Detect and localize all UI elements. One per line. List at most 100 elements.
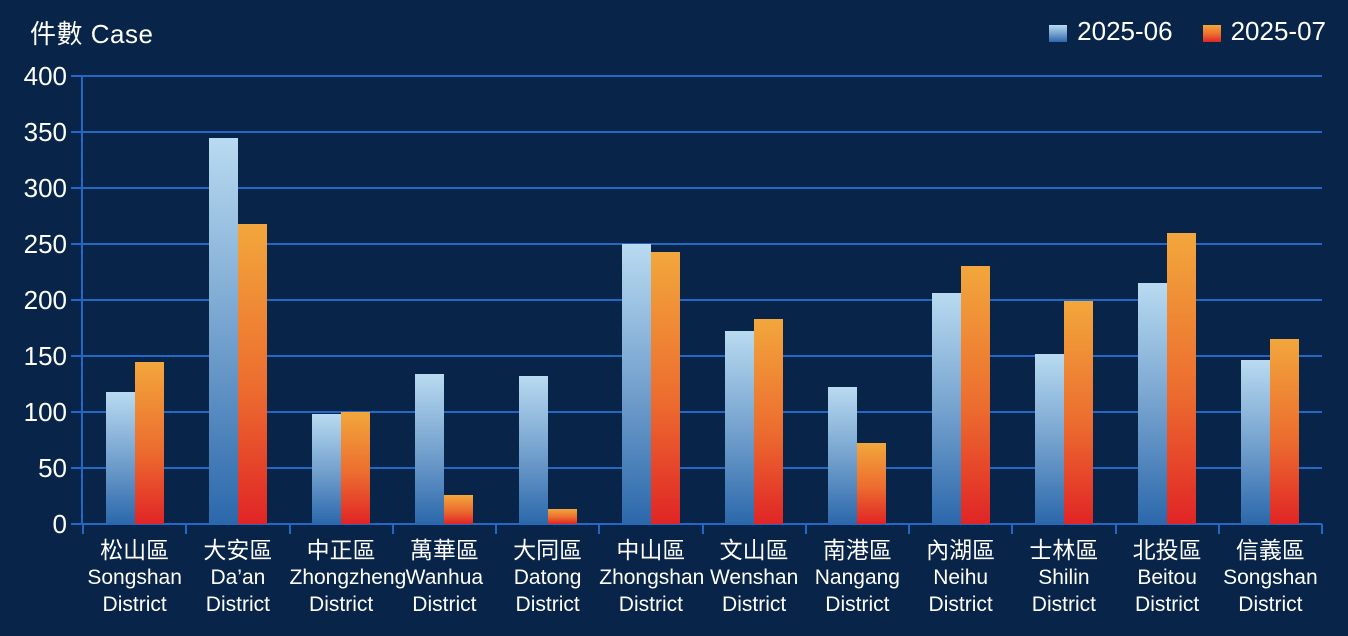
x-axis-tick-1: [185, 524, 188, 534]
y-axis-tick-100: [71, 411, 83, 413]
y-axis-tick-200: [71, 299, 83, 301]
bar-2025-07-7-nangang[interactable]: [857, 443, 887, 524]
x-axis-tick-6: [701, 524, 704, 534]
x-axis-category-label-2: 中正區 Zhongzheng District: [289, 537, 407, 618]
category-name-zh: 北投區: [1132, 537, 1202, 563]
category-name-en: Zhongshan: [599, 566, 705, 589]
y-axis-tick-label-300: 300: [23, 173, 67, 203]
y-axis-tick-250: [71, 243, 83, 245]
x-axis-tick-4: [495, 524, 497, 534]
bar-2025-07-3-wanhua[interactable]: [444, 494, 474, 524]
y-axis-tick-label-250: 250: [23, 229, 67, 259]
bar-2025-06-4-datong[interactable]: [518, 376, 548, 524]
x-axis-tick-12: [1321, 524, 1323, 534]
y-axis-tick-50: [71, 467, 83, 469]
legend-item-2025-06[interactable]: 2025-06: [1049, 16, 1173, 47]
x-axis-category-label-5: 中山區 Zhongshan District: [599, 537, 705, 618]
bar-2025-07-1-da’an[interactable]: [237, 223, 267, 524]
bar-2025-07-9-shilin[interactable]: [1063, 301, 1093, 524]
category-name-en: Songshan: [87, 566, 182, 589]
category-name-zh: 信義區: [1235, 537, 1305, 563]
category-name-suffix: District: [102, 593, 167, 616]
x-axis-tick-8: [908, 524, 910, 534]
bar-2025-06-1-da’an[interactable]: [208, 137, 238, 524]
category-name-en: Neihu: [933, 566, 989, 589]
y-axis-tick-label-50: 50: [38, 453, 67, 483]
bar-2025-06-10-beitou[interactable]: [1138, 283, 1168, 524]
bar-2025-06-11-songshan[interactable]: [1241, 360, 1271, 524]
category-name-zh: 文山區: [719, 537, 789, 563]
x-axis-category-label-9: 士林區 Shilin District: [1012, 537, 1115, 618]
category-name-en: Wenshan: [709, 566, 799, 589]
legend-label: 2025-07: [1230, 16, 1326, 46]
y-axis-tick-400: [71, 75, 83, 77]
bar-2025-07-6-wenshan[interactable]: [754, 319, 784, 524]
y-axis-tick-label-100: 100: [23, 397, 67, 427]
category-name-zh: 南港區: [822, 537, 892, 563]
gridline-50: [83, 467, 1322, 469]
x-axis-tick-9: [1011, 524, 1014, 534]
y-axis-tick-350: [71, 131, 83, 133]
category-name-zh: 中山區: [616, 537, 686, 563]
bar-2025-07-2-zhongzheng[interactable]: [341, 412, 371, 524]
bar-2025-07-11-songshan[interactable]: [1270, 339, 1300, 524]
bar-2025-06-0-songshan[interactable]: [105, 391, 135, 524]
category-name-en: Da’an: [210, 566, 266, 589]
category-name-en: Datong: [513, 566, 582, 589]
gridline-400: [83, 75, 1322, 77]
y-axis-tick-label-350: 350: [23, 117, 67, 147]
chart-title: 件數 Case: [30, 19, 154, 49]
bar-2025-07-4-datong[interactable]: [547, 509, 577, 524]
category-name-suffix: District: [1238, 593, 1303, 616]
bar-2025-06-8-neihu[interactable]: [931, 293, 961, 524]
y-axis-tick-150: [71, 355, 83, 357]
category-name-suffix: District: [722, 593, 787, 616]
category-name-zh: 大安區: [203, 537, 273, 563]
x-axis-category-label-11: 信義區 Songshan District: [1219, 537, 1322, 618]
category-name-suffix: District: [928, 593, 993, 616]
x-axis-category-label-10: 北投區 Beitou District: [1116, 537, 1219, 618]
x-axis-category-label-6: 文山區 Wenshan District: [703, 537, 806, 618]
gridline-350: [83, 131, 1322, 133]
category-name-zh: 萬華區: [409, 537, 479, 563]
y-axis-tick-label-200: 200: [23, 285, 67, 315]
category-name-suffix: District: [309, 593, 374, 616]
legend-swatch-icon: [1202, 24, 1221, 42]
legend-item-2025-07[interactable]: 2025-07: [1202, 16, 1326, 47]
x-axis-category-label-0: 松山區 Songshan District: [83, 537, 186, 618]
category-name-en: Zhongzheng: [289, 566, 407, 589]
x-axis-tick-11: [1217, 524, 1220, 534]
y-axis-tick-0: [71, 523, 83, 525]
y-axis-tick-label-0: 0: [52, 509, 67, 539]
category-name-suffix: District: [618, 593, 683, 616]
category-name-suffix: District: [825, 593, 890, 616]
x-axis-category-label-3: 萬華區 Wanhua District: [393, 537, 496, 618]
x-axis-tick-7: [804, 524, 807, 534]
bar-2025-06-5-zhongshan[interactable]: [621, 244, 651, 524]
category-name-en: Shilin: [1038, 566, 1090, 589]
category-name-suffix: District: [1031, 593, 1096, 616]
x-axis-category-label-7: 南港區 Nangang District: [806, 537, 909, 618]
x-axis-category-label-1: 大安區 Da’an District: [186, 537, 289, 618]
bar-2025-07-8-neihu[interactable]: [960, 266, 990, 524]
gridline-100: [83, 411, 1322, 413]
x-axis-tick-5: [598, 524, 601, 534]
bar-2025-06-9-shilin[interactable]: [1034, 353, 1064, 524]
category-name-zh: 松山區: [100, 537, 170, 563]
bar-2025-06-2-zhongzheng[interactable]: [312, 414, 342, 524]
category-name-en: Nangang: [814, 566, 900, 589]
x-axis-tick-10: [1114, 524, 1117, 534]
bar-2025-06-3-wanhua[interactable]: [415, 373, 445, 524]
category-name-en: Wanhua: [405, 566, 484, 589]
bar-2025-07-0-songshan[interactable]: [134, 361, 164, 524]
bar-2025-07-5-zhongshan[interactable]: [650, 251, 680, 524]
category-name-zh: 大同區: [513, 537, 583, 563]
gridline-150: [83, 355, 1322, 357]
bar-2025-07-10-beitou[interactable]: [1167, 232, 1197, 524]
category-name-zh: 內湖區: [926, 537, 996, 563]
category-name-suffix: District: [1135, 593, 1200, 616]
bar-2025-06-6-wenshan[interactable]: [725, 331, 755, 524]
bar-2025-06-7-nangang[interactable]: [828, 387, 858, 524]
category-name-suffix: District: [412, 593, 477, 616]
